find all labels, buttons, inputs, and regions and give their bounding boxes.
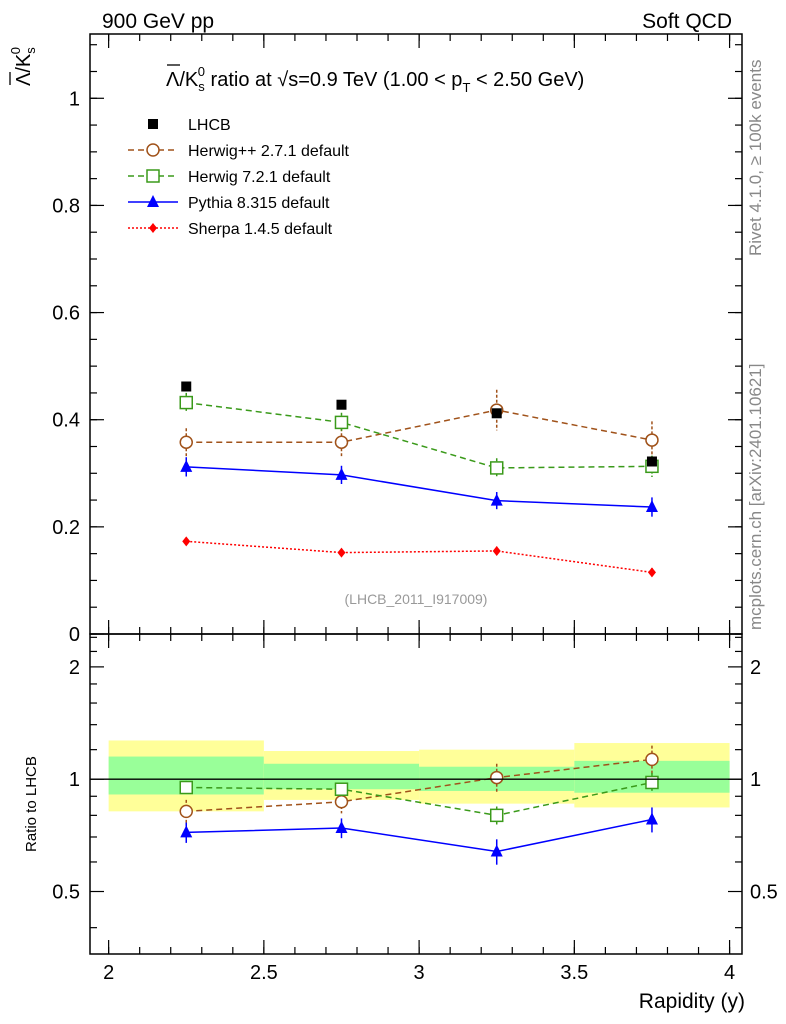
series-point [647,567,656,578]
legend: LHCB Herwig++ 2.7.1 default Herwig 7.2.1 d… [128,117,350,238]
lhcb-data-point [336,399,347,410]
ratio-tick-label: 1 [69,769,80,791]
ratio-point [489,808,504,823]
ratio-tick-label-right: 2 [750,657,761,679]
main-series [179,381,659,578]
series-point [182,536,191,547]
legend-marker [148,119,158,129]
x-tick-label: 3 [414,962,425,984]
legend-marker [146,143,160,157]
x-tick-label: 3.5 [560,962,588,984]
ylabel-sub-s: s [23,47,38,54]
ratio-point [645,812,658,825]
series-line [186,540,653,574]
y-tick-label: 1 [69,88,80,110]
x-tick-label: 4 [724,962,735,984]
series-point [337,547,346,558]
mcplots-side-label: mcplots.cern.ch [arXiv:2401.10621] [746,364,765,630]
analysis-watermark: (LHCB_2011_I917009) [345,591,488,607]
ylabel-sup-0: 0 [8,47,23,54]
title-over-k: /K [179,69,199,91]
axes: 2 2.5 3 3.5 4 0 0.2 0.4 0.6 0.8 1 0.5 0.5 1 1 2 2 [52,34,778,984]
ratio-point [335,820,348,833]
series-point [334,435,349,449]
series-point [335,467,348,480]
ratio-tick-label-right: 1 [750,769,761,791]
ratio-point [489,770,504,785]
ratio-point [180,825,193,838]
y-tick-label: 0.4 [52,410,80,432]
ratio-series [179,745,659,865]
header-right: Soft QCD [642,10,732,33]
series-point [490,493,503,506]
lhcb-data-point [491,408,502,419]
ratio-tick-label: 2 [69,657,80,679]
title-middle: ratio at √s=0.9 TeV (1.00 < p [205,69,462,91]
ratio-tick-label-right: 0.5 [750,882,778,904]
x-tick-label: 2 [103,962,114,984]
y-axis-label: Λ/Ks0 [8,47,38,86]
ratio-series-line [186,818,653,853]
legend-marker [146,169,160,183]
series-line [186,409,653,443]
series-line [186,466,652,508]
ratio-point [490,844,503,857]
y-tick-label: 0 [69,624,80,646]
legend-label: Herwig 7.2.1 default [188,169,331,186]
ylabel-over-k: /K [13,53,35,73]
title-end: < 2.50 GeV) [470,69,584,91]
series-point [334,415,349,430]
series-point [179,395,193,410]
series-point [489,461,504,475]
ratio-point [179,780,193,795]
ratio-series-line [186,758,653,813]
svg-text:Λ/Ks0: Λ/Ks0 [8,47,38,86]
ratio-y-label: Ratio to LHCB [23,756,40,852]
series-point [492,545,501,556]
series-point [179,435,193,449]
legend-label: Herwig++ 2.7.1 default [188,143,350,160]
series-point [645,433,659,447]
header-left: 900 GeV pp [102,10,214,33]
legend-label: Sherpa 1.4.5 default [188,221,333,238]
x-tick-label: 2.5 [250,962,278,984]
series-point [180,459,193,472]
legend-label: Pythia 8.315 default [188,195,330,212]
x-axis-label: Rapidity (y) [639,990,745,1013]
ratio-point [645,752,659,767]
ratio-point [645,775,659,790]
lhcb-data-point [646,456,657,467]
ratio-tick-label: 0.5 [52,882,80,904]
ratio-bands [108,740,730,812]
ratio-point [334,782,349,796]
ratio-plot-frame [89,633,743,955]
title-sub-s: s [198,79,205,94]
y-tick-label: 0.2 [52,517,80,539]
y-tick-label: 0.8 [52,195,80,217]
ratio-point [179,804,193,819]
legend-label: LHCB [188,117,231,134]
title-sup-0: 0 [198,64,205,79]
chart-title: Λ/Ks0 ratio at √s=0.9 TeV (1.00 < pT < 2… [166,64,584,95]
ratio-series-line [186,781,653,817]
lhcb-data-point [181,381,192,392]
y-tick-label: 0.6 [52,303,80,325]
rivet-side-label: Rivet 4.1.0, ≥ 100k events [746,60,765,256]
series-point [645,500,658,513]
title-lambda-bar: Λ [166,69,180,91]
title-sub-t: T [462,80,470,95]
legend-marker [147,195,159,207]
ylabel-lambda: Λ [13,72,35,86]
legend-marker [149,223,157,233]
ratio-point [334,795,349,809]
series-line [186,401,652,469]
